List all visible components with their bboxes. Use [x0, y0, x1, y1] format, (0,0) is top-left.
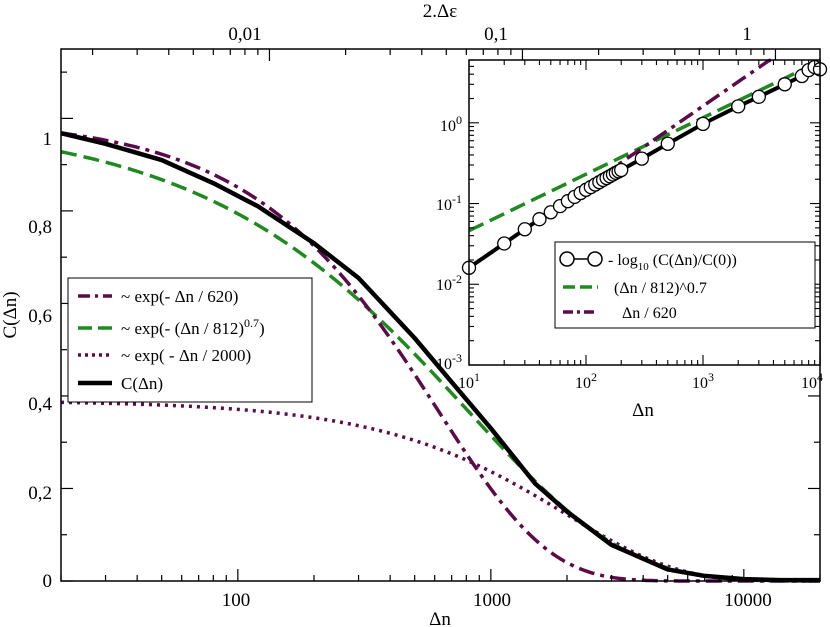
inset-ticks [468, 59, 821, 366]
y-tick-label-0.4: 0,4 [28, 394, 52, 415]
main-series-exp2 [60, 400, 820, 583]
inset-legend-marker-left [559, 251, 575, 267]
inset-legend-label-log-data: - log10 (C(Δn)/C(0)) [608, 252, 737, 273]
inset-data-point [517, 222, 532, 237]
inset-legend: - log10 (C(Δn)/C(0)) (Δn / 812)^0.7 Δn /… [554, 241, 816, 329]
inset-data-point [777, 77, 792, 92]
inset-y-tick-base-1e-1: 10 [436, 197, 452, 214]
y-tick-label-0: 0 [43, 571, 53, 592]
inset-legend-label-linear: Δn / 620 [622, 305, 677, 322]
inset-y-tick-label-1e0: 100 [440, 113, 462, 135]
legend-label-stretched-exp: 0.7 [244, 316, 259, 330]
x-tick-label-10000: 10000 [724, 590, 772, 611]
inset-data-point [614, 162, 629, 178]
inset-y-tick-exp-1e-1: -1 [452, 192, 462, 206]
y-tick-label-0.2: 0,2 [28, 483, 52, 504]
x-axis-title: Δn [429, 609, 451, 627]
inset-legend-log-sub: 10 [638, 261, 650, 273]
inset-data-point [497, 236, 512, 251]
legend-label-stretched-tail: ) [259, 319, 265, 338]
inset-y-tick-exp-1e-2: -2 [452, 272, 462, 286]
inset-x-tick-base-10000: 10 [801, 375, 817, 392]
inset-data-point [634, 151, 649, 166]
inset-x-tick-label-1000: 103 [692, 370, 714, 392]
inset-data-point [532, 212, 547, 227]
inset-x-tick-exp-10000: 4 [817, 370, 823, 384]
top-axis-title: 2.Δε [423, 1, 457, 22]
inset-y-tick-label-1e-2: 10-2 [436, 272, 462, 294]
inset-legend-label-power: (Δn / 812)^0.7 [614, 280, 707, 297]
inset-plot-frame [468, 59, 821, 366]
inset-legend-marker-right [587, 251, 603, 267]
inset-y-tick-label-1e-3: 10-3 [436, 351, 462, 373]
inset-y-tick-exp-1e-3: -3 [452, 351, 462, 365]
top-tick-label-1: 1 [742, 24, 752, 45]
inset-x-tick-label-10000: 104 [801, 370, 823, 392]
main-legend: ~ exp(- Δn / 620) ~ exp(- (Δn / 812)0.7)… [67, 277, 313, 403]
y-axis-title: C(Δn) [0, 291, 21, 338]
inset-data-point [660, 136, 675, 151]
inset-legend-log-post: (C(Δn)/C(0)) [649, 252, 737, 269]
inset-y-tick-base-1e0: 10 [440, 118, 456, 135]
top-tick-label-0.01: 0,01 [228, 24, 261, 45]
inset-x-tick-label-10: 101 [458, 370, 480, 392]
inset-x-tick-base-1000: 10 [692, 375, 708, 392]
inset-x-axis-title: Δn [632, 400, 654, 421]
inset-x-tick-label-100: 102 [575, 370, 597, 392]
legend-label-exp1: ~ exp(- Δn / 620) [121, 287, 238, 306]
inset-series-power [468, 59, 821, 233]
inset-data-point [695, 116, 711, 132]
x-tick-label-1000: 1000 [473, 590, 511, 611]
y-tick-label-0.8: 0,8 [28, 217, 52, 238]
inset-y-tick-label-1e-1: 10-1 [436, 192, 462, 214]
top-tick-label-0.1: 0,1 [484, 24, 508, 45]
legend-label-exp2: ~ exp( - Δn / 2000) [121, 346, 251, 365]
main-series-stretched [60, 150, 821, 583]
inset-y-tick-base-1e-2: 10 [436, 277, 452, 294]
y-tick-label-1: 1 [43, 129, 53, 150]
inset-x-tick-base-10: 10 [458, 375, 474, 392]
inset-data-point [751, 89, 766, 104]
x-tick-label-100: 100 [222, 590, 251, 611]
legend-label-stretched-main: ~ exp(- (Δn / 812) [121, 319, 244, 338]
y-tick-label-0.6: 0,6 [28, 306, 52, 327]
inset-y-tick-exp-1e0: 0 [456, 113, 462, 127]
inset-x-tick-exp-10: 1 [474, 370, 480, 384]
inset-y-tick-base-1e-3: 10 [436, 356, 452, 373]
main-series-exp1 [60, 131, 820, 583]
inset-x-tick-exp-1000: 3 [708, 370, 714, 384]
inset-x-tick-base-100: 10 [575, 375, 591, 392]
legend-label-data: C(Δn) [121, 374, 163, 393]
legend-label-stretched: ~ exp(- (Δn / 812)0.7) [121, 316, 265, 338]
inset-legend-log-pre: - log [608, 252, 638, 269]
inset-x-tick-exp-100: 2 [591, 370, 597, 384]
inset-chart: 101 102 103 104 10-3 10-2 10-1 100 Δn - … [436, 58, 828, 421]
inset-data-point [731, 99, 746, 114]
